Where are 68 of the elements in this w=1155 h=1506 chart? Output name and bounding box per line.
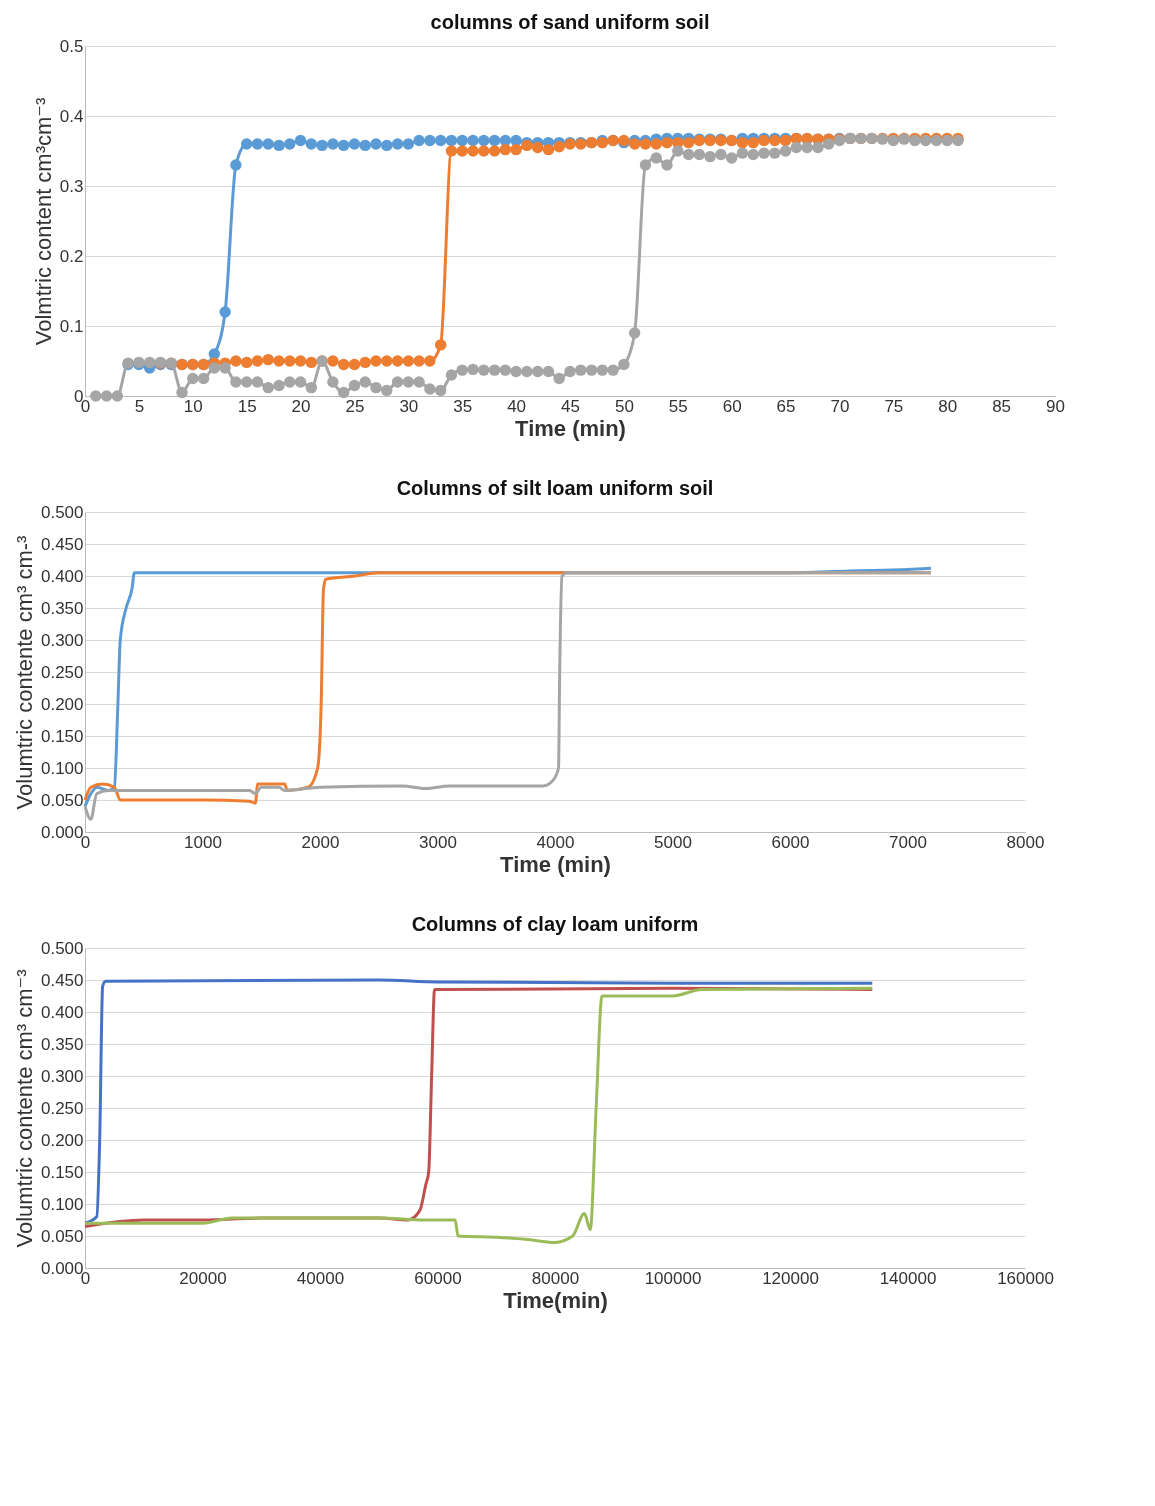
x-axis-title: Time (min)	[515, 415, 626, 441]
y-tick-label: 0.250	[40, 1098, 84, 1118]
x-tick-label: 25	[345, 396, 365, 416]
y-axis-title: Volumtric contente cm³ cm⁻³	[11, 969, 37, 1248]
y-tick-label: 0.450	[40, 970, 84, 990]
y-tick-label: 0.400	[40, 1002, 84, 1022]
x-tick-label: 5000	[654, 832, 692, 852]
y-tick-label: 0.050	[40, 1226, 84, 1246]
y-tick-label: 0.500	[40, 502, 84, 522]
y-tick-label: 0.350	[40, 1034, 84, 1054]
y-axis-title: Volmtric content cm³cm⁻³	[30, 97, 56, 346]
x-tick-label: 140000	[879, 1268, 937, 1288]
x-tick-label: 100000	[644, 1268, 702, 1288]
x-axis-title: Time(min)	[503, 1287, 608, 1313]
y-tick-label: 0.4	[59, 106, 84, 126]
x-tick-label: 10	[183, 396, 203, 416]
x-tick-label: 120000	[762, 1268, 819, 1288]
x-tick-label: 30	[399, 396, 419, 416]
x-tick-label: 80000	[531, 1268, 580, 1288]
y-tick-label: 0.5	[59, 36, 84, 56]
x-tick-label: 20	[291, 396, 311, 416]
y-tick-label: 0.300	[40, 630, 84, 650]
x-tick-label: 90	[1046, 396, 1065, 416]
x-tick-label: 85	[992, 396, 1012, 416]
x-tick-label: 55	[668, 396, 688, 416]
y-tick-label: 0.200	[40, 694, 84, 714]
y-tick-label: 0.150	[40, 726, 84, 746]
x-tick-label: 45	[561, 396, 580, 416]
x-tick-label: 5	[134, 396, 145, 416]
x-tick-label: 15	[237, 396, 257, 416]
x-tick-label: 6000	[771, 832, 810, 852]
x-tick-label: 60000	[414, 1268, 462, 1288]
y-tick-label: 0.300	[40, 1066, 84, 1086]
x-axis-title: Time (min)	[500, 851, 611, 877]
x-tick-label: 4000	[536, 832, 575, 852]
x-tick-label: 1000	[184, 832, 222, 852]
x-tick-label: 60	[722, 396, 742, 416]
x-tick-label: 35	[453, 396, 473, 416]
x-tick-label: 80	[938, 396, 958, 416]
x-tick-label: 40000	[296, 1268, 345, 1288]
x-tick-label: 50	[614, 396, 634, 416]
y-tick-label: 0.3	[59, 176, 84, 196]
x-tick-label: 160000	[997, 1268, 1054, 1288]
y-tick-label: 0.250	[40, 662, 84, 682]
x-tick-label: 40	[507, 396, 527, 416]
x-tick-label: 65	[776, 396, 796, 416]
x-tick-label: 2000	[301, 832, 340, 852]
y-tick-label: 0.450	[40, 534, 84, 554]
x-tick-label: 7000	[889, 832, 927, 852]
y-tick-label: 0.150	[40, 1162, 84, 1182]
x-tick-label: 20000	[179, 1268, 227, 1288]
y-tick-label: 0.400	[40, 566, 84, 586]
x-tick-label: 8000	[1006, 832, 1045, 852]
y-tick-label: 0.1	[59, 316, 84, 336]
y-axis-title: Volumtric contente cm³ cm-³	[11, 535, 37, 810]
x-tick-label: 70	[830, 396, 850, 416]
y-tick-label: 0.100	[40, 1194, 84, 1214]
chart-title: Columns of clay loam uniform	[411, 913, 699, 935]
y-tick-label: 0.200	[40, 1130, 84, 1150]
chart-title: Columns of silt loam uniform soil	[396, 477, 714, 499]
y-tick-label: 0.2	[59, 246, 84, 266]
x-tick-label: 3000	[419, 832, 457, 852]
y-tick-label: 0.350	[40, 598, 84, 618]
chart-title: columns of sand uniform soil	[430, 11, 710, 33]
y-tick-label: 0.050	[40, 790, 84, 810]
x-tick-label: 75	[884, 396, 904, 416]
y-tick-label: 0.500	[40, 938, 84, 958]
y-tick-label: 0.100	[40, 758, 84, 778]
